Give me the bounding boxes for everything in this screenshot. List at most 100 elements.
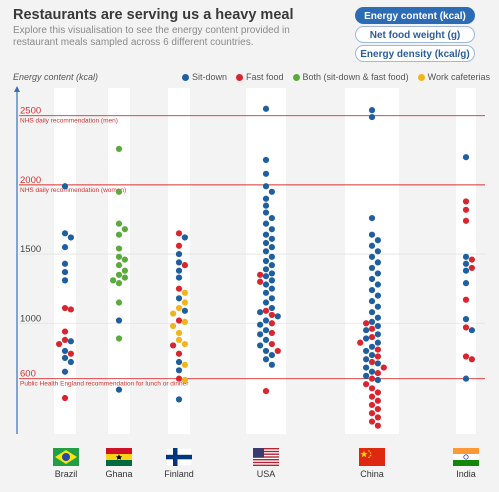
data-point-india-fast-food — [462, 324, 470, 331]
data-point-china-sit-down — [374, 339, 381, 346]
data-point-finland-fast-food — [175, 317, 183, 324]
data-point-china-sit-down — [374, 322, 381, 330]
data-point-china-sit-down — [368, 368, 376, 375]
country-label-brazil: Brazil — [54, 469, 78, 479]
net-food-weight-button[interactable]: Net food weight (g) — [355, 26, 475, 43]
data-point-china-sit-down — [368, 214, 376, 222]
data-point-ghana-both — [121, 267, 128, 274]
data-point-brazil-sit-down — [61, 260, 69, 267]
data-point-usa-sit-down — [262, 156, 270, 164]
data-point-usa-sit-down — [268, 235, 275, 242]
data-point-brazil-sit-down — [61, 268, 69, 276]
data-point-china-fast-food — [363, 320, 370, 327]
data-point-china-sit-down — [374, 314, 381, 321]
legend-label-work-cafeteria: Work cafeterias — [427, 72, 490, 82]
data-point-usa-sit-down — [262, 317, 270, 324]
legend-dot-work-cafeteria — [417, 73, 425, 81]
data-point-brazil-sit-down — [61, 368, 69, 375]
reference-label-0: NHS daily recommendation (men) — [20, 118, 118, 125]
data-point-usa-sit-down — [262, 105, 270, 112]
data-point-usa-sit-down — [262, 347, 270, 355]
data-point-finland-fast-food — [170, 342, 177, 349]
data-point-brazil-sit-down — [61, 244, 69, 251]
data-point-usa-sit-down — [262, 195, 270, 202]
country-label-finland: Finland — [164, 469, 194, 479]
data-point-usa-sit-down — [262, 281, 270, 288]
y-axis-label: Energy content (kcal) — [13, 72, 99, 82]
data-point-china-fast-food — [368, 334, 376, 341]
data-point-usa-sit-down — [268, 277, 275, 284]
energy-content-button[interactable]: Energy content (kcal) — [355, 7, 475, 24]
data-point-brazil-fast-food — [61, 394, 69, 402]
data-point-finland-work-cafeteria — [181, 361, 188, 368]
data-point-finland-work-cafeteria — [175, 304, 183, 312]
data-point-finland-work-cafeteria — [170, 310, 177, 317]
data-point-brazil-sit-down — [61, 183, 69, 190]
data-point-china-fast-food — [368, 401, 376, 409]
data-point-usa-sit-down — [274, 313, 281, 320]
data-point-usa-sit-down — [268, 214, 275, 222]
data-point-china-fast-food — [368, 358, 376, 366]
data-point-ghana-both — [121, 274, 128, 281]
usa-flag-icon — [253, 448, 279, 466]
china-flag-icon — [359, 448, 385, 466]
legend-item-sit-down: Sit-down — [182, 72, 227, 82]
y-tick-label-1000: 1000 — [20, 313, 41, 324]
data-point-china-sit-down — [374, 292, 381, 299]
data-point-usa-sit-down — [268, 285, 275, 292]
data-point-ghana-both — [115, 299, 123, 306]
data-point-finland-sit-down — [181, 234, 188, 241]
data-point-india-sit-down — [462, 375, 470, 382]
y-tick-label-600: 600 — [20, 369, 36, 380]
data-point-finland-fast-food — [175, 242, 183, 249]
data-point-china-sit-down — [363, 335, 370, 342]
data-point-usa-sit-down — [262, 248, 270, 255]
data-point-china-fast-food — [363, 381, 370, 388]
data-point-finland-work-cafeteria — [181, 376, 188, 384]
legend-dot-both — [292, 73, 300, 81]
data-point-ghana-both — [115, 245, 123, 252]
data-point-usa-sit-down — [268, 270, 275, 277]
data-point-china-sit-down — [368, 318, 376, 325]
data-point-india-sit-down — [468, 327, 475, 334]
country-label-usa: USA — [256, 469, 276, 479]
data-point-ghana-both — [115, 262, 123, 269]
data-point-ghana-both — [121, 226, 128, 233]
data-point-india-fast-food — [468, 256, 475, 263]
data-point-usa-fast-food — [262, 387, 270, 395]
brazil-flag-icon — [53, 448, 79, 466]
energy-density-button[interactable]: Energy density (kcal/g) — [355, 45, 475, 62]
data-point-usa-fast-food — [262, 307, 270, 314]
data-point-india-fast-food — [462, 296, 470, 303]
column-ghana — [108, 88, 130, 434]
data-point-finland-work-cafeteria — [175, 336, 183, 343]
data-point-brazil-sit-down — [61, 230, 69, 237]
data-point-finland-sit-down — [175, 274, 183, 281]
data-point-china-fast-food — [374, 389, 381, 396]
data-point-finland-sit-down — [175, 267, 183, 274]
data-point-china-sit-down — [363, 356, 370, 363]
data-point-finland-work-cafeteria — [181, 299, 188, 306]
data-point-china-sit-down — [368, 107, 376, 114]
y-tick-label-2500: 2500 — [20, 106, 41, 117]
data-point-ghana-both — [115, 220, 123, 227]
data-point-brazil-sit-down — [61, 277, 69, 284]
data-point-india-fast-food — [462, 353, 470, 360]
data-point-usa-sit-down — [257, 331, 264, 338]
data-point-finland-sit-down — [175, 367, 183, 374]
data-point-china-fast-food — [374, 422, 381, 429]
data-point-usa-sit-down — [268, 352, 275, 359]
data-point-china-fast-food — [368, 393, 376, 400]
y-tick-label-1500: 1500 — [20, 244, 41, 255]
data-point-china-fast-food — [368, 375, 376, 382]
data-point-brazil-fast-food — [56, 340, 63, 348]
finland-flag-icon — [165, 447, 193, 467]
data-point-china-sit-down — [374, 248, 381, 255]
y-axis-arrow-icon — [14, 86, 20, 92]
y-tick-label-2000: 2000 — [20, 175, 41, 186]
data-point-usa-fast-food — [268, 340, 275, 348]
data-point-china-sit-down — [374, 259, 381, 266]
data-point-usa-sit-down — [268, 361, 275, 368]
data-point-china-sit-down — [374, 270, 381, 277]
